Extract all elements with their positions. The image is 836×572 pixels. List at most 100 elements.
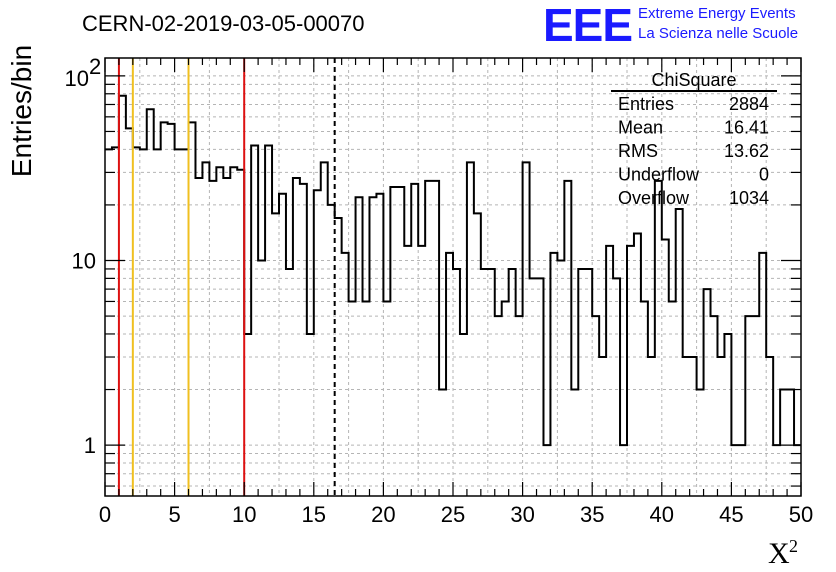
- histogram-bin: [634, 234, 641, 496]
- histogram-bin: [627, 246, 634, 496]
- x-axis-label: X 2: [768, 536, 798, 570]
- histogram-bin: [787, 390, 794, 496]
- histogram-bin: [195, 178, 202, 496]
- y-tick-label: 10: [65, 66, 89, 91]
- histogram-bin: [620, 445, 627, 496]
- threshold-lines: [117, 58, 336, 496]
- histogram-bin: [523, 162, 530, 496]
- histogram-bin: [189, 122, 196, 496]
- histogram-bin: [773, 445, 780, 496]
- stats-value: 16.41: [724, 118, 769, 138]
- histogram-bin: [717, 357, 724, 496]
- histogram-bin: [112, 147, 119, 496]
- x-axis-label-text: X: [768, 537, 790, 570]
- histogram-bin: [613, 278, 620, 496]
- axes: [104, 57, 802, 497]
- histogram-bin: [481, 269, 488, 496]
- histogram-bin: [237, 170, 244, 496]
- histogram-bars: [105, 94, 801, 496]
- histogram-bin: [759, 253, 766, 496]
- histogram-bin: [467, 162, 474, 496]
- histogram-bin: [585, 269, 592, 496]
- logo-line-1: Extreme Energy Events: [638, 5, 796, 22]
- x-tick-label: 25: [441, 502, 465, 527]
- histogram-bin: [516, 316, 523, 496]
- histogram-bin: [411, 184, 418, 496]
- histogram-bin: [571, 390, 578, 496]
- stats-value: 0: [759, 165, 769, 185]
- logo-line-2: La Scienza nelle Scuole: [638, 25, 798, 42]
- stats-rows: Entries 2884 Mean 16.41 RMS 13.62 Underflow 0 Ov…: [618, 94, 769, 208]
- x-axis-label-superscript: 2: [789, 536, 798, 556]
- x-tick-label: 45: [719, 502, 743, 527]
- histogram-bin: [550, 253, 557, 496]
- histogram-bin: [175, 149, 182, 496]
- stats-value: 2884: [729, 94, 769, 114]
- histogram-bin: [209, 181, 216, 496]
- stats-title: ChiSquare: [651, 70, 736, 90]
- histogram-bin: [335, 218, 342, 496]
- histogram-bin: [495, 316, 502, 496]
- eee-logo: EEE Extreme Energy Events La Scienza nel…: [543, 0, 798, 51]
- x-tick-label: 20: [371, 502, 395, 527]
- histogram-bin: [502, 301, 509, 496]
- histogram-bin: [251, 145, 258, 496]
- histogram-bin: [328, 205, 335, 496]
- histogram-bin: [648, 357, 655, 496]
- histogram-bin: [216, 167, 223, 496]
- histogram-bin: [397, 187, 404, 496]
- histogram-bin: [314, 190, 321, 496]
- stats-value: 1034: [729, 188, 769, 208]
- histogram-bin: [119, 96, 126, 496]
- y-tick-label: 1: [84, 433, 96, 458]
- histogram-bin: [147, 109, 154, 496]
- histogram-bin: [133, 147, 140, 496]
- histogram-bin: [453, 269, 460, 496]
- histogram-bin: [376, 194, 383, 496]
- histogram-bin: [349, 301, 356, 496]
- stats-box: ChiSquare Entries 2884 Mean 16.41 RMS 13.62 Un…: [611, 70, 777, 208]
- stats-label: Underflow: [618, 165, 700, 185]
- histogram-bin: [599, 357, 606, 496]
- histogram-bin: [439, 390, 446, 496]
- histogram-bin: [363, 301, 370, 496]
- histogram-bin: [342, 253, 349, 496]
- histogram-bin: [300, 184, 307, 496]
- stats-value: 13.62: [724, 141, 769, 161]
- histogram-bin: [265, 145, 272, 496]
- histogram-bin: [279, 194, 286, 496]
- histogram-bin: [564, 181, 571, 496]
- histogram-bin: [202, 162, 209, 496]
- histogram-bin: [425, 181, 432, 496]
- histogram-bin: [244, 334, 251, 496]
- histogram-bin: [105, 149, 112, 496]
- histogram-bin: [390, 187, 397, 496]
- histogram-bin: [126, 128, 133, 496]
- histogram-bin: [460, 334, 467, 496]
- histogram-bin: [230, 167, 237, 496]
- x-tick-label: 10: [232, 502, 256, 527]
- histogram-bin: [474, 213, 481, 496]
- histogram-bin: [557, 260, 564, 496]
- histogram-bin: [383, 301, 390, 496]
- histogram-bin: [738, 445, 745, 496]
- histogram-bin: [321, 162, 328, 496]
- histogram-bin: [794, 445, 801, 496]
- y-tick-label-exponent: 2: [89, 54, 101, 79]
- histogram-bin: [168, 124, 175, 496]
- histogram-bin: [731, 445, 738, 496]
- y-axis-label: Entries/bin: [6, 45, 37, 177]
- x-tick-label: 15: [302, 502, 326, 527]
- histogram-bin: [724, 334, 731, 496]
- histogram-bin: [676, 209, 683, 496]
- histogram-bin: [641, 301, 648, 496]
- histogram-bin: [509, 269, 516, 496]
- histogram-bin: [258, 260, 265, 496]
- eee-logo-mark: EEE: [543, 0, 632, 51]
- histogram-bin: [669, 301, 676, 496]
- stats-label: Mean: [618, 118, 663, 138]
- x-tick-label: 30: [510, 502, 534, 527]
- histogram-bin: [140, 149, 147, 496]
- x-tick-label: 35: [580, 502, 604, 527]
